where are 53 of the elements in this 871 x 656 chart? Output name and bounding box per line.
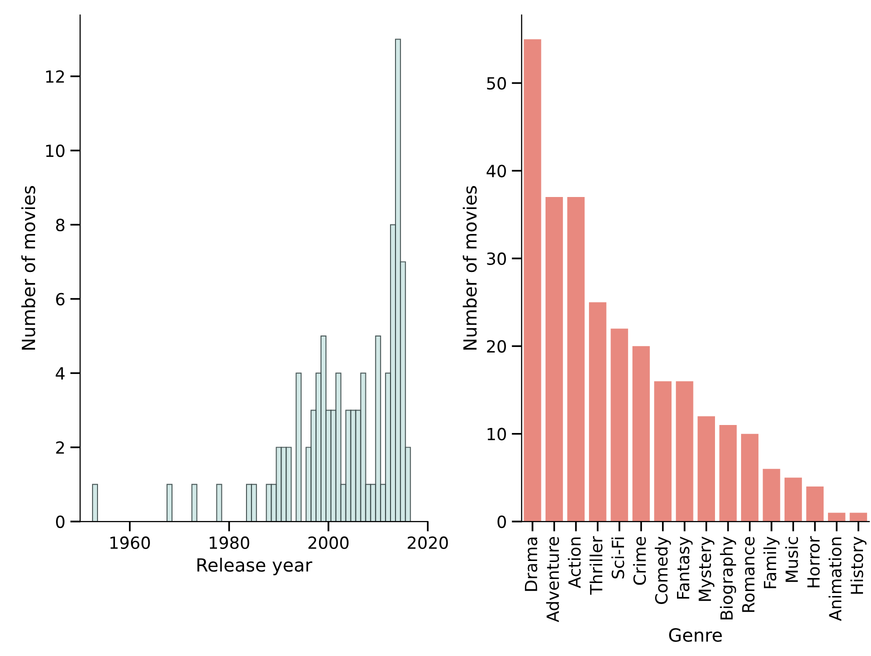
y-tick-label: 30: [487, 252, 506, 266]
bar: [610, 328, 628, 522]
y-tick-label: 8: [56, 218, 64, 232]
x-tick-label: Music: [785, 537, 798, 582]
x-axis-title: Release year: [197, 558, 312, 576]
x-tick-label: Family: [763, 536, 780, 588]
x-tick-label: 1960: [110, 536, 150, 550]
y-tick-label: 40: [486, 164, 506, 178]
bar: [676, 381, 694, 522]
x-tick-label: 1980: [210, 536, 250, 550]
y-tick-label: 20: [487, 340, 506, 353]
bar: [567, 197, 585, 522]
bar: [524, 39, 542, 522]
x-tick-label: Thriller: [590, 536, 603, 595]
x-tick-label: Mystery: [698, 536, 714, 601]
x-tick-label: Horror: [807, 536, 820, 588]
bar: [588, 302, 606, 522]
y-tick-label: 0: [56, 515, 64, 528]
bar: [762, 468, 780, 522]
bar: [698, 416, 715, 522]
y-tick-label: 50: [487, 77, 506, 90]
x-axis-title: Genre: [669, 628, 722, 642]
x-tick-label: Fantasy: [677, 536, 693, 599]
x-tick-label: Sci-Fi: [611, 538, 624, 578]
x-tick-label: History: [850, 536, 866, 594]
y-tick-label: 0: [498, 515, 506, 528]
bar: [850, 512, 868, 522]
bar: [632, 346, 650, 522]
x-tick-label: Comedy: [654, 536, 671, 604]
x-tick-label: Drama: [524, 538, 538, 591]
bar: [654, 381, 672, 522]
y-tick-label: 4: [56, 367, 65, 380]
x-tick-label: 2020: [408, 536, 448, 550]
x-tick-label: Biography: [720, 536, 736, 620]
y-axis-title: Number of movies: [462, 186, 477, 350]
y-tick-label: 2: [56, 441, 64, 454]
bar: [806, 486, 824, 522]
y-tick-label: 10: [488, 428, 506, 440]
bar: [546, 197, 563, 522]
x-tick-label: Romance: [742, 536, 755, 612]
bar: [828, 512, 846, 522]
y-axis-title: Number of movies: [21, 186, 36, 350]
x-tick-label: Crime: [633, 536, 646, 585]
x-tick-label: Action: [568, 538, 581, 588]
y-tick-label: 10: [46, 144, 64, 158]
x-tick-label: 2000: [308, 536, 349, 550]
y-tick-label: 6: [56, 292, 64, 306]
x-tick-label: Adventure: [546, 536, 560, 622]
y-tick-label: 12: [46, 70, 64, 83]
bar: [719, 425, 737, 522]
bar: [741, 434, 758, 522]
x-tick-label: Animation: [828, 538, 842, 621]
bar: [784, 478, 802, 522]
